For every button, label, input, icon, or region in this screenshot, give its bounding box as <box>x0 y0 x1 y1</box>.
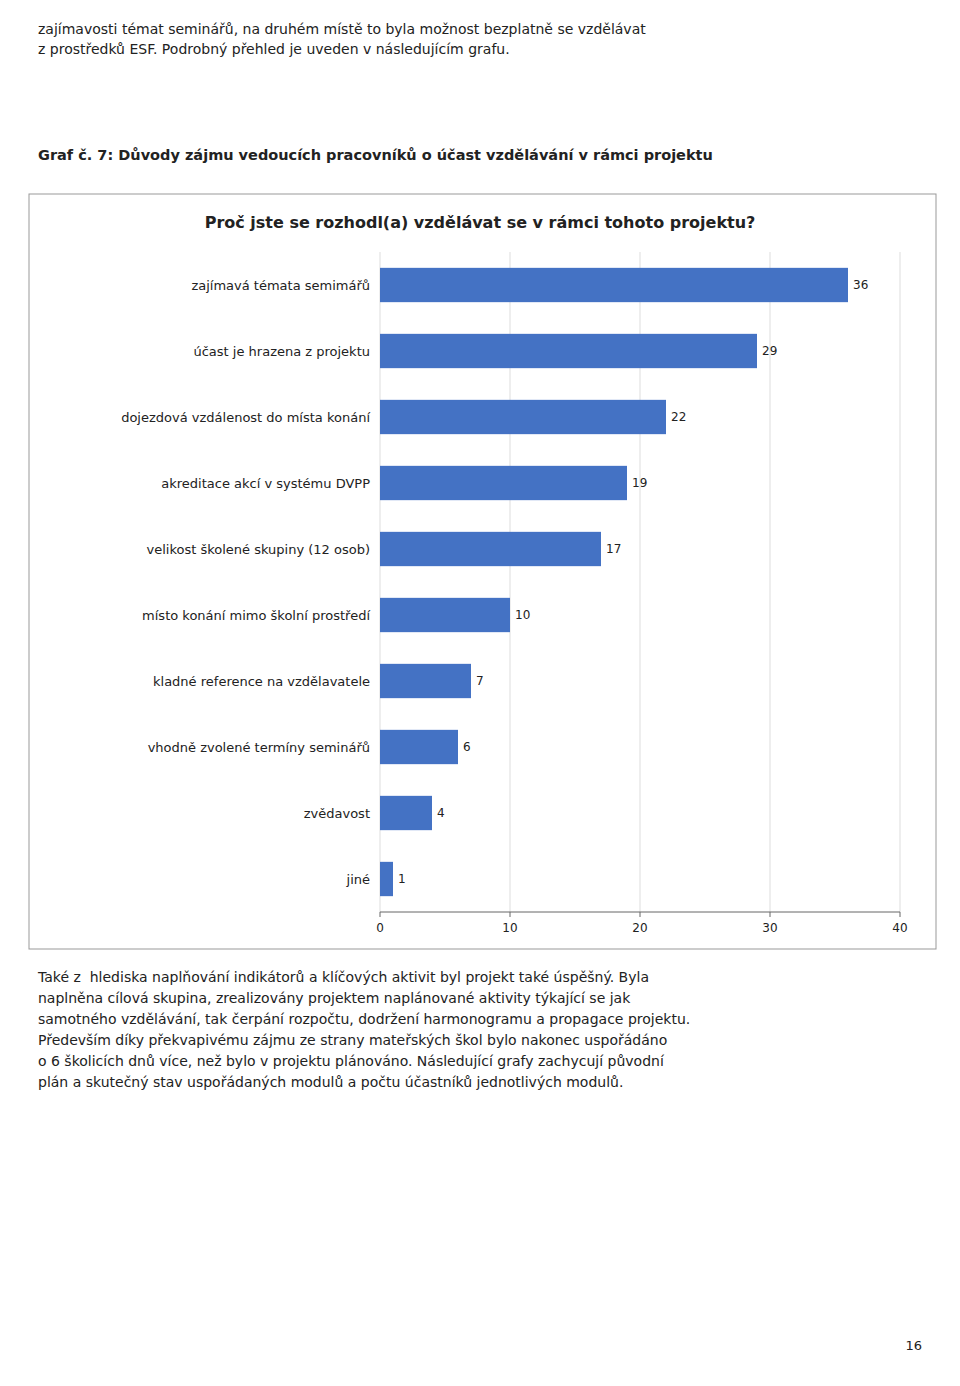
bar <box>380 730 458 764</box>
tick-label: 20 <box>632 921 647 935</box>
data-label: 19 <box>632 476 647 490</box>
data-label: 10 <box>515 608 530 622</box>
bar <box>380 334 757 368</box>
bar <box>380 466 627 500</box>
data-label: 7 <box>476 674 484 688</box>
data-label: 36 <box>853 278 868 292</box>
bar <box>380 796 432 830</box>
data-label: 29 <box>762 344 777 358</box>
data-label: 1 <box>398 872 406 886</box>
bottom-paragraph-line: Také z hlediska naplňování indikátorů a … <box>37 969 649 985</box>
bars <box>380 268 848 896</box>
page: zajímavosti témat seminářů, na druhém mí… <box>0 0 960 1386</box>
labels: 36 zajímavá témata semimářů 29 účast je hra… <box>121 278 868 887</box>
category-label: kladné reference na vzdělavatele <box>153 674 370 689</box>
category-label: účast je hrazena z projektu <box>193 344 370 359</box>
top-paragraph: zajímavosti témat seminářů, na druhém mí… <box>38 21 646 57</box>
data-label: 6 <box>463 740 471 754</box>
category-label: velikost školené skupiny (12 osob) <box>146 542 370 557</box>
bottom-paragraph-line: o 6 školicích dnů více, než bylo v proje… <box>38 1053 665 1069</box>
tick-mark <box>900 912 901 917</box>
category-label: zajímavá témata semimářů <box>191 278 370 293</box>
bar <box>380 598 510 632</box>
tick-mark <box>380 912 381 917</box>
category-label: dojezdová vzdálenost do místa konání <box>121 410 370 425</box>
top-paragraph-line: z prostředků ESF. Podrobný přehled je uv… <box>38 41 510 57</box>
bottom-paragraph-line: Především díky překvapivému zájmu ze str… <box>38 1032 667 1048</box>
data-label: 4 <box>437 806 445 820</box>
tick-mark <box>510 912 511 917</box>
tick-label: 40 <box>892 921 907 935</box>
data-label: 17 <box>606 542 621 556</box>
category-label: vhodně zvolené termíny seminářů <box>148 740 370 755</box>
tick-label: 0 <box>376 921 384 935</box>
category-label: zvědavost <box>304 806 370 821</box>
category-label: akreditace akcí v systému DVPP <box>161 476 370 491</box>
chart-frame <box>29 194 936 949</box>
chart-title: Proč jste se rozhodl(a) vzdělávat se v r… <box>205 213 756 232</box>
category-label: jiné <box>346 872 370 887</box>
heading: Graf č. 7: Důvody zájmu vedoucích pracov… <box>38 147 713 163</box>
category-label: místo konání mimo školní prostředí <box>142 608 370 623</box>
bar <box>380 664 471 698</box>
bottom-paragraph-line: samotného vzdělávání, tak čerpání rozpoč… <box>38 1011 690 1027</box>
bottom-paragraph-line: plán a skutečný stav uspořádaných modulů… <box>38 1074 623 1090</box>
grid <box>380 252 900 912</box>
bar <box>380 268 848 302</box>
bar <box>380 400 666 434</box>
tick-label: 10 <box>502 921 517 935</box>
bar <box>380 532 601 566</box>
page-number: 16 <box>905 1338 922 1353</box>
tick-label: 30 <box>762 921 777 935</box>
bottom-paragraph-line: naplněna cílová skupina, zrealizovány pr… <box>38 990 631 1006</box>
top-paragraph-line: zajímavosti témat seminářů, na druhém mí… <box>38 21 646 37</box>
bar <box>380 862 393 896</box>
x-axis-line <box>380 912 900 913</box>
bottom-paragraph: Také z hlediska naplňování indikátorů a … <box>37 969 690 1090</box>
tick-mark <box>640 912 641 917</box>
grid-line <box>900 252 901 912</box>
data-label: 22 <box>671 410 686 424</box>
tick-mark <box>770 912 771 917</box>
